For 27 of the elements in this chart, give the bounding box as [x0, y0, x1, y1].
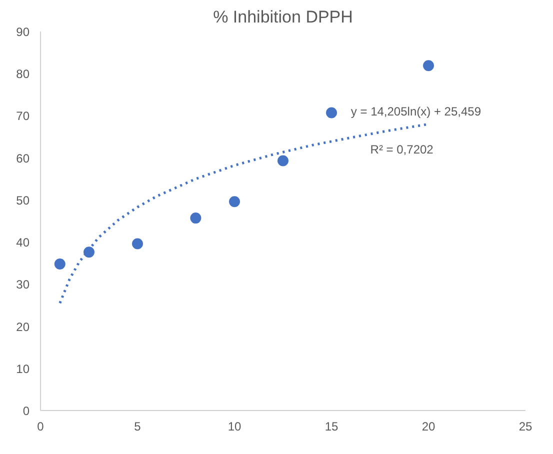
point: [423, 60, 434, 72]
y-tick-label: 40: [16, 236, 30, 250]
y-tick-label: 10: [16, 362, 30, 376]
annotation: y = 14,205ln(x) + 25,459: [350, 104, 482, 119]
annotation: R² = 0,7202: [370, 142, 434, 157]
point: [190, 212, 202, 224]
x-tick-label: 10: [228, 420, 242, 434]
y-tick-label: 30: [16, 278, 30, 292]
x-tick-label: 20: [422, 420, 436, 434]
y-tick-label: 50: [16, 193, 30, 208]
y-tick-label: 80: [16, 67, 30, 82]
point: [229, 196, 240, 208]
chart-title: % Inhibition DPPH: [213, 8, 353, 26]
y-tick-label: 70: [16, 109, 30, 124]
y-tick-label: 0: [22, 404, 30, 418]
point: [84, 246, 94, 258]
point: [132, 238, 143, 250]
point: [326, 107, 337, 118]
y-tick-label: 60: [16, 151, 30, 166]
y-tick-label: 90: [16, 25, 30, 39]
x-tick-label: 5: [134, 420, 142, 434]
x-tick-label: 0: [37, 420, 44, 434]
y-tick-label: 20: [16, 320, 30, 334]
point: [54, 258, 66, 270]
point: [278, 155, 288, 166]
x-tick-label: 25: [518, 420, 532, 434]
x-tick-label: 15: [324, 420, 338, 434]
